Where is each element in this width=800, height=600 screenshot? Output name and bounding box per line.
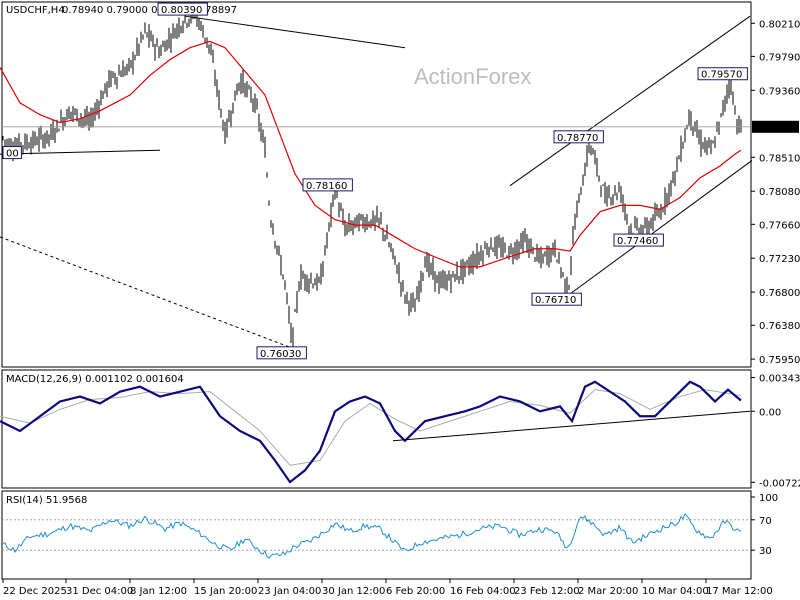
price-tick-label: 0.75950 [759,355,800,366]
level-box [256,346,307,360]
rsi-panel: RSI(14) 51.9568 100 70 30 [1,490,778,580]
level-box [553,130,604,144]
time-tick-label: 2 Mar 20:00 [578,586,638,597]
level-box [302,178,353,192]
price-tick-label: 0.76800 [759,288,800,299]
macd-trendline [392,410,751,442]
current-price-label: 0.78897 [757,123,798,134]
time-tick-label: 10 Mar 04:00 [642,586,709,597]
price-level-labels: 0.80390 0.78160 0.76030 0.78770 0.77460 0.767… [2,2,748,360]
time-tick-label: 31 Dec 04:00 [66,586,133,597]
price-tick-label: 0.76380 [759,321,800,332]
symbol-label: USDCHF,H4 [6,5,65,16]
rsi-tick-label: 100 [759,493,778,504]
time-axis: 22 Dec 2025 31 Dec 04:008 Jan 12:00 15 Jan… [2,579,773,597]
price-tick-label: 0.79360 [759,86,800,97]
rsi-tick-label: 30 [759,546,772,557]
level-box [531,292,582,306]
rsi-line [2,513,742,560]
trendline [184,15,406,49]
rsi-axis: 100 70 30 [2,493,778,557]
trendline [564,160,753,299]
price-tick-label: 0.78080 [759,187,800,198]
level-box [613,233,664,247]
level-box [697,67,748,81]
watermark: ActionForex [414,64,531,89]
level-box [157,2,208,16]
time-tick-label: 15 Jan 20:00 [194,586,257,597]
macd-title: MACD(12,26,9) 0.001102 0.001604 [6,374,184,385]
macd-tick-label: 0.00 [759,407,781,418]
price-panel: USDCHF,H4 0.78940 0.79000 0.78887 0.7889… [0,1,800,368]
time-tick-label: 30 Jan 12:00 [322,586,385,597]
current-price-box [752,120,799,133]
level-label: 0.80390 [161,5,202,16]
rsi-tick-label: 70 [759,516,772,527]
price-tick-label: 0.79790 [759,52,800,63]
price-trendlines [0,15,753,348]
level-label: 0.78770 [557,133,598,144]
price-tick-label: 0.80210 [759,19,800,30]
macd-tick-label: -0.007223 [759,478,800,489]
trendline [0,236,291,348]
price-ema [0,40,742,268]
level-label: 00 [6,149,19,160]
time-tick-label: 22 Dec 2025 [3,586,67,597]
rsi-line [2,513,742,560]
level-box [2,146,22,160]
time-tick-label: 6 Feb 20:00 [386,586,445,597]
price-tick-label: 0.77660 [759,220,800,231]
level-label: 0.78160 [306,181,347,192]
macd-panel: MACD(12,26,9) 0.001102 0.001604 0.003432… [0,369,800,489]
time-tick-label: 23 Feb 12:00 [514,586,580,597]
current-price-marker: 0.78897 [2,120,799,134]
price-tick-label: 0.78510 [759,153,800,164]
trendline [509,15,751,187]
ema-line [0,40,742,268]
time-tick-label: 23 Jan 04:00 [258,586,321,597]
ohlc-label: 0.78940 0.79000 0.78887 0.78897 [62,5,237,16]
macd-main-line [0,380,742,484]
level-label: 0.76030 [260,349,301,360]
macd-lines [0,380,751,484]
level-label: 0.77460 [617,236,658,247]
time-tick-label: 8 Jan 12:00 [130,586,187,597]
price-tick-label: 0.77230 [759,254,800,265]
rsi-title: RSI(14) 51.9568 [6,495,87,506]
level-label: 0.76710 [535,295,576,306]
time-tick-label: 16 Feb 04:00 [450,586,516,597]
price-axis: 0.80210 0.79790 0.79360 0.78510 0.78080 0.776… [751,19,800,366]
macd-tick-label: 0.003432 [759,374,800,385]
time-tick-label: 17 Mar 12:00 [706,586,773,597]
macd-axis: 0.003432 0.00 -0.007223 [751,374,800,489]
trendline [0,149,161,155]
level-label: 0.79570 [701,70,742,81]
